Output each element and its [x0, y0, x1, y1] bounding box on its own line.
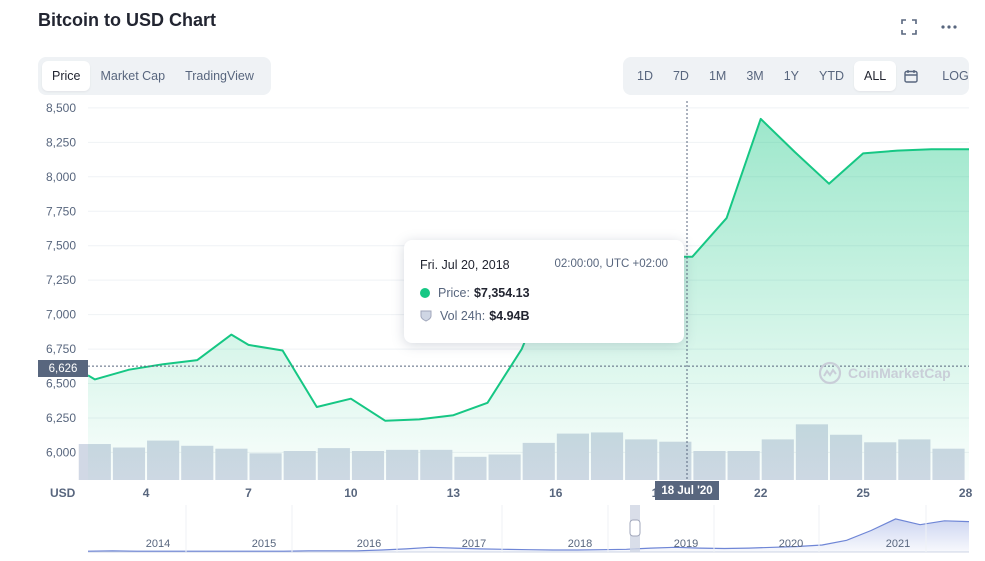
navigator-tick-label: 2021 — [886, 538, 910, 550]
range-1y[interactable]: 1Y — [783, 69, 800, 83]
chart-title: Bitcoin to USD Chart — [38, 10, 216, 30]
volume-shield-icon — [420, 310, 432, 322]
navigator-area — [88, 518, 969, 552]
navigator-tick-label: 2016 — [357, 538, 381, 550]
y-tick-label: 8,250 — [46, 135, 76, 149]
x-tick-label: 16 — [549, 486, 563, 500]
navigator-tick-label: 2020 — [779, 538, 803, 550]
price-line — [87, 117, 969, 422]
range-navigator[interactable]: 2014 2015 2016 2017 2018 2019 2020 2021 — [87, 505, 970, 553]
tooltip-price-row: Price: $7,354.13 — [420, 286, 530, 300]
y-tick-label: 7,250 — [46, 273, 76, 287]
navigator-line — [87, 518, 970, 552]
x-tick-label: 10 — [344, 486, 358, 500]
navigator-tick-label: 2017 — [462, 538, 486, 550]
y-tick-label: 7,000 — [46, 308, 76, 322]
tooltip-price-label: Price: — [438, 286, 470, 300]
y-tick-label: 7,750 — [46, 204, 76, 218]
tooltip-date: Fri. Jul 20, 2018 — [420, 258, 510, 272]
range-1d[interactable]: 1D — [637, 69, 653, 83]
crosshair-x-label: 18 Jul '20 — [655, 481, 719, 500]
currency-label: USD — [50, 486, 76, 500]
range-ytd[interactable]: YTD — [819, 69, 845, 83]
price-dot-icon — [420, 288, 430, 298]
price-area-fill — [88, 118, 969, 481]
y-tick-label: 6,000 — [46, 445, 76, 459]
price-area — [87, 117, 969, 481]
y-tick-label: 8,500 — [46, 101, 76, 115]
navigator-tick-label: 2018 — [568, 538, 592, 550]
range-1m[interactable]: 1M — [708, 69, 727, 83]
crosshair-y-label: 6,626 — [38, 360, 88, 377]
range-all[interactable]: ALL — [854, 61, 897, 91]
y-tick-label: 7,500 — [46, 239, 76, 253]
navigator-handle[interactable] — [629, 519, 641, 537]
tooltip-time: 02:00:00, UTC +02:00 — [554, 258, 668, 270]
price-tooltip: Fri. Jul 20, 2018 02:00:00, UTC +02:00 P… — [404, 240, 684, 343]
calendar-icon[interactable] — [896, 61, 926, 91]
x-tick-label: 22 — [754, 486, 768, 500]
y-tick-label: 6,250 — [46, 411, 76, 425]
fullscreen-icon[interactable] — [898, 16, 920, 38]
y-tick-label: 8,000 — [46, 170, 76, 184]
tab-tradingview[interactable]: TradingView — [185, 69, 254, 83]
y-axis: 6,000 6,250 6,500 6,750 7,000 7,250 7,500 7,750… — [46, 101, 76, 460]
x-tick-label: 13 — [447, 486, 461, 500]
more-horizontal-icon[interactable] — [938, 16, 960, 38]
tooltip-volume-value: $4.94B — [489, 309, 530, 323]
x-tick-label: 28 — [959, 486, 973, 500]
coinmarketcap-logo-icon — [818, 361, 842, 385]
range-7d[interactable]: 7D — [672, 69, 689, 83]
coinmarketcap-watermark: CoinMarketCap — [818, 361, 951, 385]
x-tick-label: 7 — [245, 486, 252, 500]
view-tabs: Price Market Cap TradingView — [38, 57, 271, 95]
tab-market-cap[interactable]: Market Cap — [100, 69, 166, 83]
log-scale-button[interactable]: LOG — [942, 69, 969, 83]
tooltip-volume-label: Vol 24h: — [440, 309, 486, 323]
navigator-tick-label: 2014 — [146, 538, 170, 550]
range-3m[interactable]: 3M — [746, 69, 764, 83]
navigator-tick-label: 2015 — [252, 538, 276, 550]
x-tick-label: 4 — [143, 486, 150, 500]
navigator-tick-label: 2019 — [674, 538, 698, 550]
y-tick-label: 6,750 — [46, 342, 76, 356]
y-tick-label: 6,500 — [46, 377, 76, 391]
tab-price[interactable]: Price — [42, 61, 91, 91]
x-tick-label: 25 — [856, 486, 870, 500]
x-axis: USD4710131619222528 — [50, 486, 973, 500]
range-tabs: 1D 7D 1M 3M 1Y YTD ALL LOG — [623, 57, 969, 95]
watermark-text: CoinMarketCap — [848, 365, 951, 381]
tooltip-price-value: $7,354.13 — [473, 286, 530, 300]
tooltip-volume-row: Vol 24h: $4.94B — [420, 309, 530, 323]
